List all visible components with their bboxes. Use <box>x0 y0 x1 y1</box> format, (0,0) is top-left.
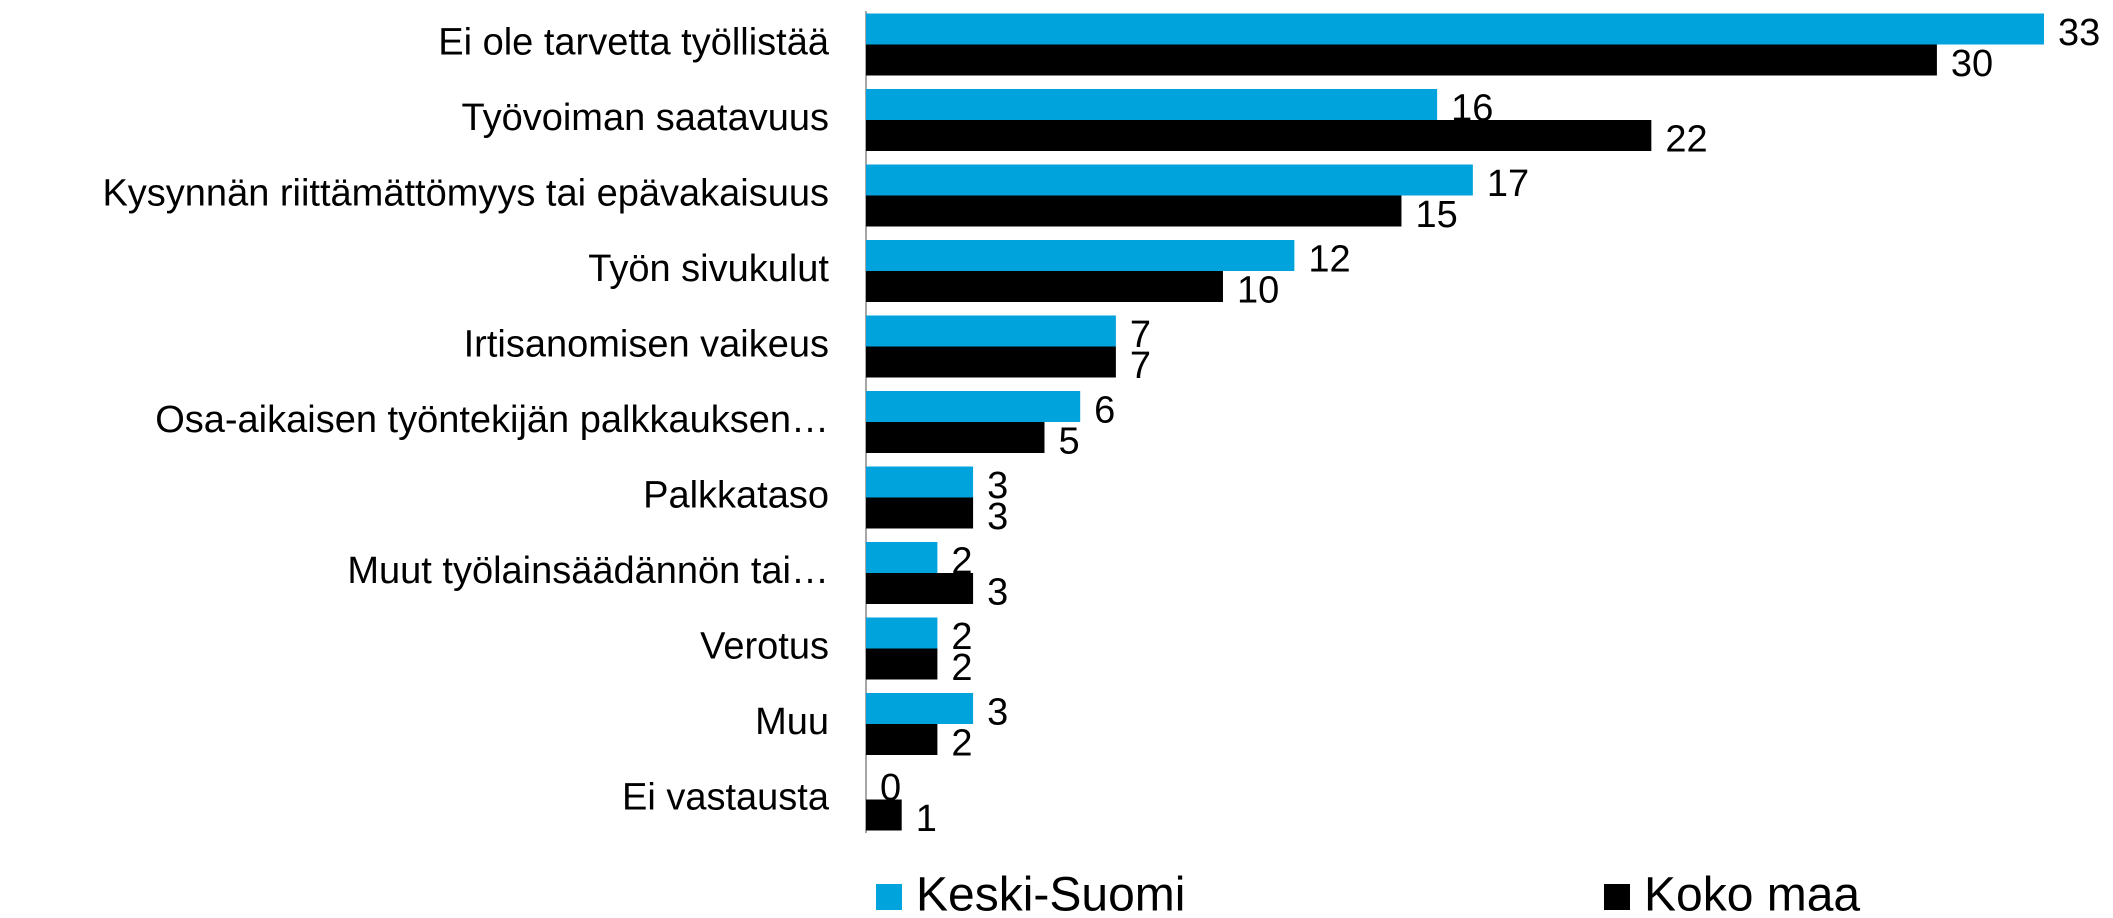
data-label: 6 <box>1094 390 1115 432</box>
data-label: 3 <box>987 692 1008 734</box>
bar <box>866 422 1045 453</box>
bar <box>866 346 1116 378</box>
data-label: 33 <box>2058 12 2100 54</box>
category-label: Työvoiman saatavuus <box>461 97 829 139</box>
data-label: 0 <box>880 767 901 809</box>
data-label: 2 <box>951 541 972 583</box>
bar <box>866 391 1081 422</box>
data-label: 5 <box>1058 421 1079 463</box>
category-label: Verotus <box>700 626 829 668</box>
data-label: 12 <box>1308 239 1350 281</box>
legend-swatch <box>1604 884 1630 910</box>
category-label: Muut työlainsäädännön tai… <box>347 550 829 592</box>
bar <box>866 693 974 724</box>
data-label: 1 <box>916 798 937 840</box>
category-label: Muu <box>755 701 829 743</box>
data-label: 15 <box>1415 194 1457 236</box>
category-label: Palkkataso <box>643 475 829 517</box>
data-label: 3 <box>987 572 1008 614</box>
bar <box>866 315 1116 347</box>
data-label: 17 <box>1487 163 1529 205</box>
bar <box>866 44 1937 76</box>
bar <box>866 195 1402 227</box>
data-label: 3 <box>987 496 1008 538</box>
category-label: Osa-aikaisen työntekijän palkkauksen… <box>155 399 829 441</box>
data-label: 2 <box>951 723 972 765</box>
legend-label: Koko maa <box>1644 869 1860 918</box>
data-label: 7 <box>1130 345 1151 387</box>
category-label: Ei ole tarvetta työllistää <box>438 22 830 64</box>
bar <box>866 724 938 755</box>
bar <box>866 573 974 604</box>
category-label: Ei vastausta <box>622 777 830 819</box>
legend-label: Keski-Suomi <box>916 869 1185 918</box>
data-label: 2 <box>951 647 972 689</box>
bar <box>866 164 1473 196</box>
data-label: 2 <box>951 616 972 658</box>
bar <box>866 13 2044 45</box>
bar <box>866 648 938 680</box>
data-label: 3 <box>987 465 1008 507</box>
bar <box>866 240 1295 271</box>
category-label: Kysynnän riittämättömyys tai epävakaisuu… <box>102 173 829 215</box>
data-label: 10 <box>1237 270 1279 312</box>
bar <box>866 617 938 649</box>
bar <box>866 120 1652 151</box>
category-label: Irtisanomisen vaikeus <box>464 324 829 366</box>
bar <box>866 799 902 831</box>
bar <box>866 89 1438 120</box>
bar <box>866 542 938 573</box>
data-label: 7 <box>1130 314 1151 356</box>
bar <box>866 271 1223 302</box>
bar <box>866 497 974 529</box>
category-label: Työn sivukulut <box>588 248 829 290</box>
data-label: 22 <box>1665 119 1707 161</box>
legend-swatch <box>876 884 902 910</box>
data-label: 30 <box>1951 43 1993 85</box>
bar <box>866 466 974 498</box>
